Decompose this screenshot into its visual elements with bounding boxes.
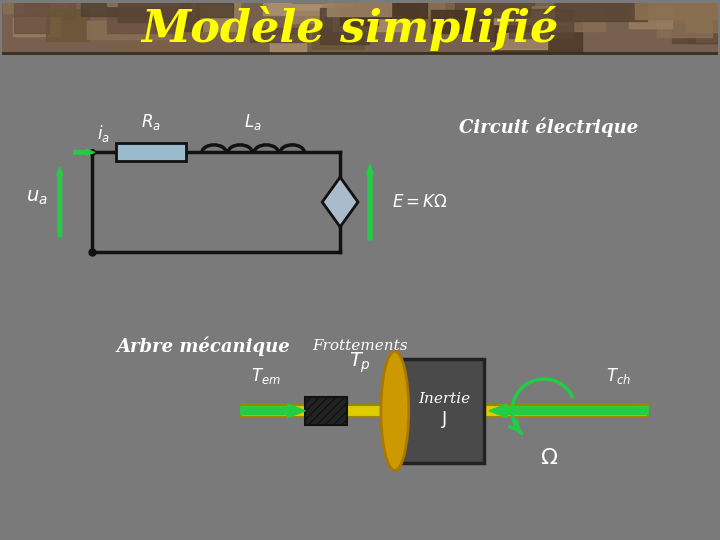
Bar [531, 6, 605, 31]
Bar [312, 29, 364, 49]
Bar [572, 0, 592, 19]
Text: $u_a$: $u_a$ [26, 187, 48, 207]
Text: $R_a$: $R_a$ [141, 112, 161, 132]
Bar [3, 0, 66, 14]
Bar [154, 19, 202, 31]
Text: $\Omega$: $\Omega$ [540, 449, 558, 469]
Bar [395, 359, 485, 463]
Text: $L_a$: $L_a$ [244, 112, 262, 132]
Bar [494, 12, 567, 24]
Bar [193, 0, 240, 31]
Bar [340, 8, 378, 25]
Bar [81, 0, 162, 16]
Text: Inertie: Inertie [418, 392, 471, 406]
Bar [13, 17, 60, 36]
FancyArrow shape [489, 404, 648, 418]
Text: Circuit électrique: Circuit électrique [459, 118, 639, 137]
FancyArrow shape [73, 150, 94, 156]
FancyBboxPatch shape [117, 144, 186, 161]
Bar [657, 2, 713, 37]
FancyArrow shape [366, 164, 374, 240]
Bar [196, 3, 233, 17]
Bar [288, 11, 323, 23]
Bar [292, 0, 334, 3]
Bar [418, 1, 444, 16]
Bar [455, 0, 534, 17]
Bar [685, 0, 720, 32]
Ellipse shape [381, 351, 409, 470]
Bar [87, 21, 170, 39]
Bar [251, 28, 308, 42]
Bar [240, 405, 648, 417]
Bar [14, 3, 50, 32]
Bar [107, 0, 176, 33]
Bar [688, 11, 720, 43]
Bar [107, 0, 179, 6]
Bar [495, 17, 582, 52]
Bar [497, 32, 547, 49]
Bar [629, 8, 672, 28]
Text: $T_p$: $T_p$ [349, 351, 371, 375]
Bar [671, 0, 720, 19]
Bar [431, 10, 472, 33]
Text: J: J [442, 410, 447, 428]
Text: $E= K\Omega$: $E= K\Omega$ [392, 193, 448, 211]
Bar [46, 9, 89, 40]
Bar [270, 35, 306, 52]
Bar [121, 12, 207, 50]
Text: $i_a$: $i_a$ [96, 124, 109, 144]
FancyArrow shape [57, 167, 63, 237]
Bar [263, 0, 333, 15]
Bar [353, 0, 427, 18]
Text: $T_{em}$: $T_{em}$ [251, 366, 281, 386]
Bar [117, 0, 199, 22]
Bar [463, 15, 519, 40]
Bar [327, 0, 391, 16]
Text: Frottements: Frottements [312, 339, 408, 353]
Bar [204, 10, 235, 29]
Bar [2, 3, 718, 53]
FancyArrow shape [240, 404, 305, 418]
Text: Modèle simplifié: Modèle simplifié [141, 5, 559, 51]
Bar [24, 0, 75, 19]
Polygon shape [323, 177, 358, 227]
Bar [555, 0, 647, 21]
Text: Arbre mécanique: Arbre mécanique [117, 336, 290, 356]
Bar [634, 0, 720, 18]
Bar [509, 10, 572, 38]
Bar [696, 20, 720, 42]
Bar [269, 0, 320, 14]
Bar [320, 8, 369, 44]
Bar [114, 0, 191, 16]
Bar [305, 397, 347, 424]
Bar [333, 16, 401, 31]
Bar [672, 24, 720, 43]
Bar [426, 0, 459, 20]
Text: $T_{ch}$: $T_{ch}$ [606, 366, 631, 386]
